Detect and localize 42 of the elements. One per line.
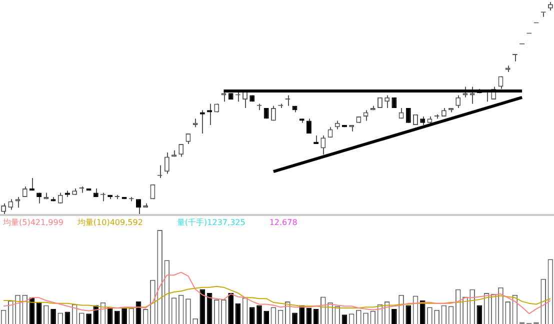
bar — [342, 314, 348, 324]
candlestick — [270, 105, 276, 122]
candlestick — [285, 94, 290, 106]
candlestick — [200, 110, 205, 134]
bar — [114, 310, 120, 324]
candlestick — [462, 86, 468, 98]
candlestick — [8, 198, 14, 210]
candlestick — [164, 152, 170, 174]
candlestick — [178, 144, 184, 158]
bar — [50, 308, 56, 324]
bar — [292, 312, 298, 324]
candlestick — [498, 76, 504, 90]
bar — [36, 302, 42, 324]
bar — [86, 314, 92, 324]
text: 量(千手)1237,325 — [176, 218, 246, 228]
bar — [249, 307, 255, 324]
bar — [299, 305, 305, 324]
text: 均量(5)421,999 — [2, 218, 64, 228]
candlestick — [306, 118, 312, 134]
candlestick — [363, 110, 368, 122]
bar — [122, 308, 127, 324]
bar — [107, 307, 113, 324]
candlestick — [512, 54, 518, 62]
candlestick — [320, 135, 326, 156]
candlestick — [470, 86, 475, 104]
candlestick — [15, 196, 20, 208]
candlestick — [221, 90, 226, 102]
bar — [420, 300, 426, 324]
bar — [476, 305, 482, 324]
bar — [392, 308, 397, 324]
bar — [406, 305, 412, 324]
candlestick — [406, 108, 411, 124]
bar — [228, 292, 234, 324]
bar — [256, 305, 262, 324]
candlestick — [136, 198, 141, 214]
text: 12.678 — [269, 218, 298, 228]
bar — [306, 308, 312, 324]
bar — [264, 310, 270, 324]
candlestick — [456, 94, 461, 108]
bar — [93, 305, 99, 324]
text: 均量(10)409,592 — [76, 218, 143, 228]
bar — [313, 308, 319, 324]
